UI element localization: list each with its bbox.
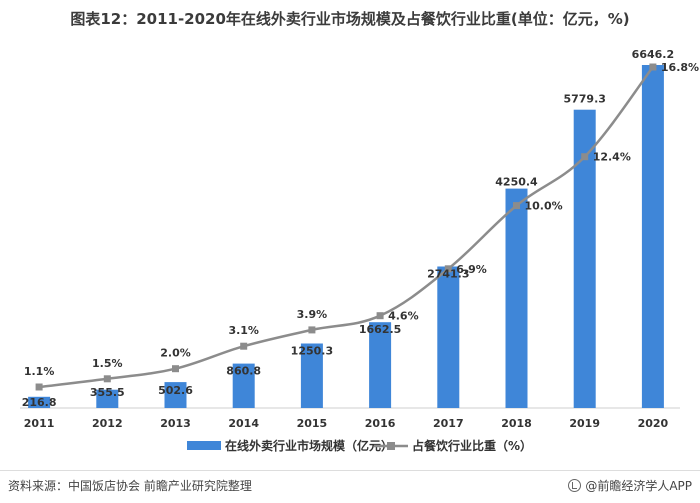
source-note: 资料来源：中国饭店协会 前瞻产业研究院整理	[8, 479, 252, 493]
footer-divider	[0, 470, 700, 471]
brand-text: @前瞻经济学人APP	[585, 479, 692, 493]
x-tick-2013: 2013	[160, 417, 191, 430]
bar-2011	[28, 396, 51, 408]
bar-label-2011: 216.8	[22, 396, 57, 409]
bar-2019	[573, 109, 596, 408]
x-tick-2011: 2011	[24, 417, 55, 430]
line-point-2018	[513, 202, 520, 210]
bar-2020	[641, 65, 664, 408]
line-point-2016	[376, 312, 384, 320]
bar-label-2020: 6646.2	[632, 48, 674, 61]
bar-label-2014: 860.8	[226, 365, 261, 378]
bar-series	[28, 65, 664, 408]
line-label-2011: 1.1%	[24, 365, 55, 378]
line-data-labels: 1.1% 1.5% 2.0% 3.1% 3.9% 4.6% 6.9% 10.0% 12.4% 16…	[24, 61, 699, 378]
combo-chart: 216.8 355.5 502.6 860.8 1250.3 1662.5 2741.3 42…	[20, 48, 699, 453]
bar-2017	[437, 266, 460, 408]
bar-2016	[369, 322, 392, 408]
bar-label-2016: 1662.5	[359, 323, 401, 336]
x-tick-2020: 2020	[638, 417, 669, 430]
x-tick-2015: 2015	[297, 417, 328, 430]
bar-data-labels: 216.8 355.5 502.6 860.8 1250.3 1662.5 2741.3 42…	[22, 48, 674, 409]
x-tick-2012: 2012	[92, 417, 123, 430]
share-line	[38, 66, 654, 389]
line-label-2019: 12.4%	[593, 151, 631, 164]
line-label-2016: 4.6%	[388, 310, 419, 323]
x-tick-2018: 2018	[501, 417, 532, 430]
line-label-2020: 16.8%	[661, 61, 699, 74]
x-tick-2017: 2017	[433, 417, 464, 430]
bar-2012	[96, 389, 119, 408]
legend-bar-swatch	[187, 441, 221, 450]
legend: 在线外卖行业市场规模（亿元） 占餐饮行业比重（%）	[187, 438, 532, 453]
legend-bar-label: 在线外卖行业市场规模（亿元）	[225, 438, 393, 453]
x-tick-labels: 2011 2012 2013 2014 2015 2016 2017 2018 2019 2020	[24, 417, 669, 430]
x-tick-2014: 2014	[228, 417, 259, 430]
x-tick-2019: 2019	[569, 417, 600, 430]
line-point-2013	[172, 365, 179, 373]
bar-2013	[164, 382, 187, 408]
line-label-2012: 1.5%	[92, 357, 123, 370]
line-series	[35, 63, 657, 391]
line-label-2017: 6.9%	[456, 263, 487, 276]
legend-line-marker	[387, 442, 395, 450]
bar-2018	[505, 188, 528, 408]
line-point-2019	[581, 153, 589, 161]
line-point-2012	[103, 375, 111, 383]
bar-label-2012: 355.5	[90, 386, 125, 399]
line-point-2017	[444, 265, 452, 273]
bar-2015	[300, 343, 323, 408]
x-tick-2016: 2016	[365, 417, 396, 430]
chart-title: 图表12：2011-2020年在线外卖行业市场规模及占餐饮行业比重(单位：亿元，…	[70, 10, 630, 28]
bar-label-2013: 502.6	[158, 384, 193, 397]
line-label-2015: 3.9%	[297, 308, 328, 321]
legend-line-label: 占餐饮行业比重（%）	[412, 438, 532, 453]
bar-label-2017: 2741.3	[427, 268, 469, 281]
line-point-2014	[240, 342, 248, 350]
line-point-2015	[308, 326, 316, 334]
bar-label-2019: 5779.3	[563, 93, 605, 106]
bar-label-2018: 4250.4	[495, 176, 538, 189]
bar-label-2015: 1250.3	[291, 345, 333, 358]
line-point-2011	[35, 383, 43, 391]
line-label-2018: 10.0%	[525, 200, 563, 213]
brand-credit: @前瞻经济学人APP	[568, 477, 692, 494]
bar-2014	[232, 363, 255, 408]
line-label-2014: 3.1%	[228, 324, 259, 337]
brand-logo-icon	[568, 479, 582, 492]
line-point-2020	[649, 63, 657, 71]
line-label-2013: 2.0%	[160, 347, 191, 360]
